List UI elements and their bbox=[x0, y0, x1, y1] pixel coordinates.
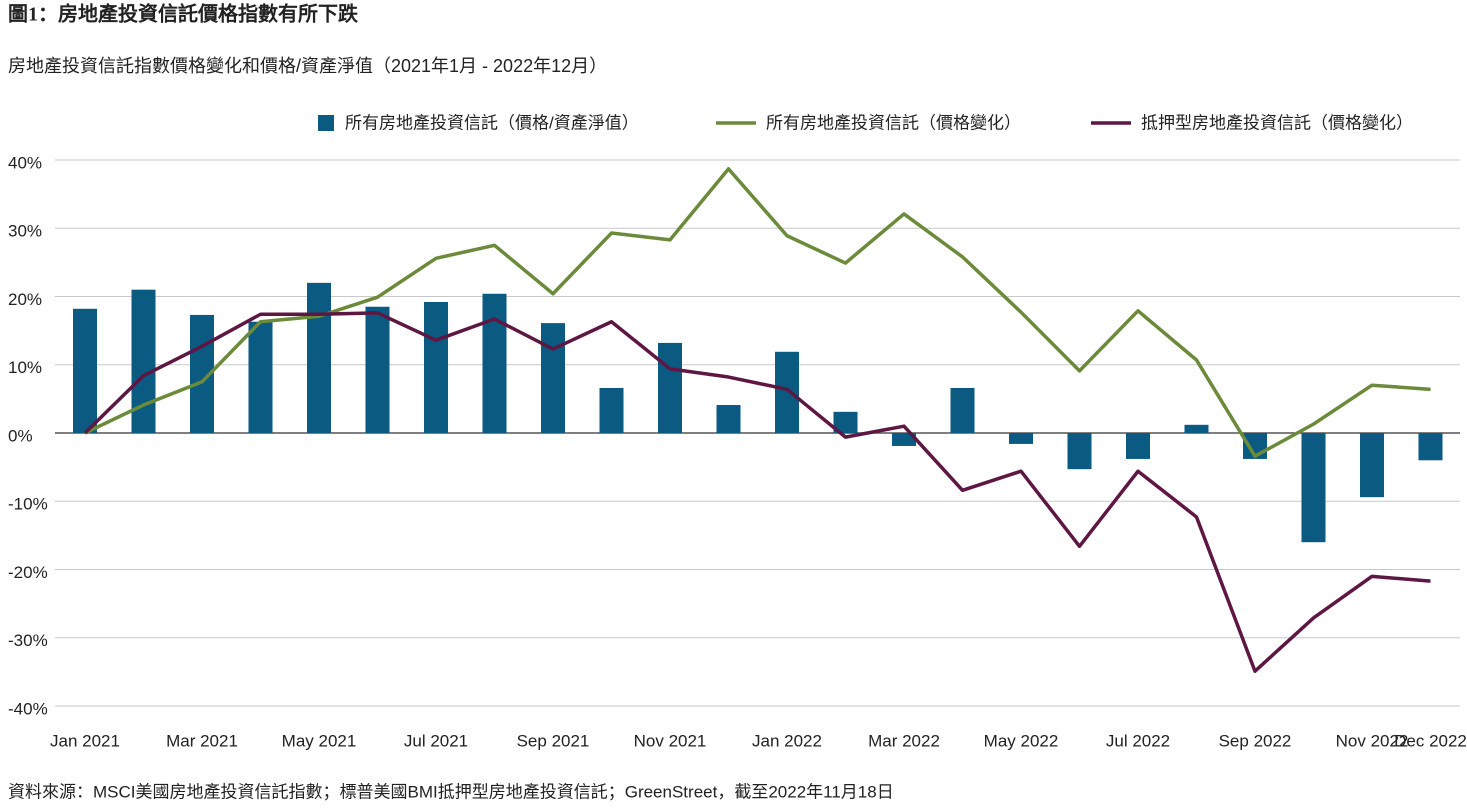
x-tick-label: Mar 2022 bbox=[868, 731, 940, 750]
bar bbox=[658, 342, 682, 433]
bar bbox=[833, 411, 858, 433]
chart-subtitle: 房地產投資信託指數價格變化和價格/資產淨值（2021年1月 - 2022年12月… bbox=[8, 56, 607, 76]
y-tick-label: -20% bbox=[8, 563, 48, 582]
bar bbox=[950, 387, 975, 433]
bar bbox=[424, 301, 448, 433]
y-tick-label: 20% bbox=[8, 290, 42, 309]
bar bbox=[1126, 433, 1150, 459]
bar bbox=[248, 321, 273, 433]
legend-label: 所有房地產投資信託（價格/資產淨值） bbox=[345, 113, 639, 132]
line bbox=[84, 167, 1431, 458]
x-tick-label: Mar 2021 bbox=[166, 731, 238, 750]
x-tick-label: May 2021 bbox=[282, 731, 357, 750]
bar bbox=[716, 405, 741, 433]
y-tick-label: -30% bbox=[8, 631, 48, 650]
bar bbox=[1009, 433, 1033, 444]
line bbox=[83, 311, 1431, 673]
bar bbox=[307, 282, 331, 433]
bar bbox=[1418, 433, 1443, 461]
y-tick-label: 10% bbox=[8, 358, 42, 377]
bar bbox=[599, 387, 624, 433]
y-tick-label: -40% bbox=[8, 699, 48, 718]
y-tick-label: -10% bbox=[8, 495, 48, 514]
y-tick-label: 30% bbox=[8, 222, 42, 241]
y-tick-label: 0% bbox=[8, 426, 33, 445]
bar bbox=[775, 351, 799, 433]
bar bbox=[365, 306, 390, 433]
x-tick-label: May 2022 bbox=[984, 731, 1059, 750]
x-tick-label: Jan 2021 bbox=[50, 731, 120, 750]
x-tick-label: Jul 2021 bbox=[404, 731, 468, 750]
x-tick-label: Jan 2022 bbox=[752, 731, 822, 750]
bar bbox=[1067, 433, 1092, 470]
bar bbox=[1184, 424, 1209, 433]
bar bbox=[73, 308, 97, 433]
bar bbox=[1301, 433, 1326, 543]
x-tick-label: Nov 2021 bbox=[634, 731, 707, 750]
x-tick-label: Sep 2022 bbox=[1219, 731, 1292, 750]
x-tick-label: Nov 2022 bbox=[1336, 731, 1409, 750]
bar bbox=[131, 289, 156, 433]
x-tick-label: Sep 2021 bbox=[517, 731, 590, 750]
source-note: 資料來源：MSCI美國房地產投資信託指數；標普美國BMI抵押型房地產投資信託；G… bbox=[8, 782, 894, 801]
legend-label: 抵押型房地產投資信託（價格變化） bbox=[1141, 113, 1413, 132]
legend-label: 所有房地產投資信託（價格變化） bbox=[766, 113, 1021, 132]
bar bbox=[541, 323, 565, 433]
bar bbox=[1360, 433, 1384, 498]
x-tick-label: Jul 2022 bbox=[1106, 731, 1170, 750]
legend-swatch bbox=[318, 115, 334, 131]
bar bbox=[482, 293, 507, 433]
bar bbox=[892, 433, 916, 446]
chart-title: 圖1：房地產投資信託價格指數有所下跌 bbox=[8, 2, 359, 26]
y-tick-label: 40% bbox=[8, 153, 42, 172]
x-tick-label: Dec 2022 bbox=[1394, 731, 1467, 750]
